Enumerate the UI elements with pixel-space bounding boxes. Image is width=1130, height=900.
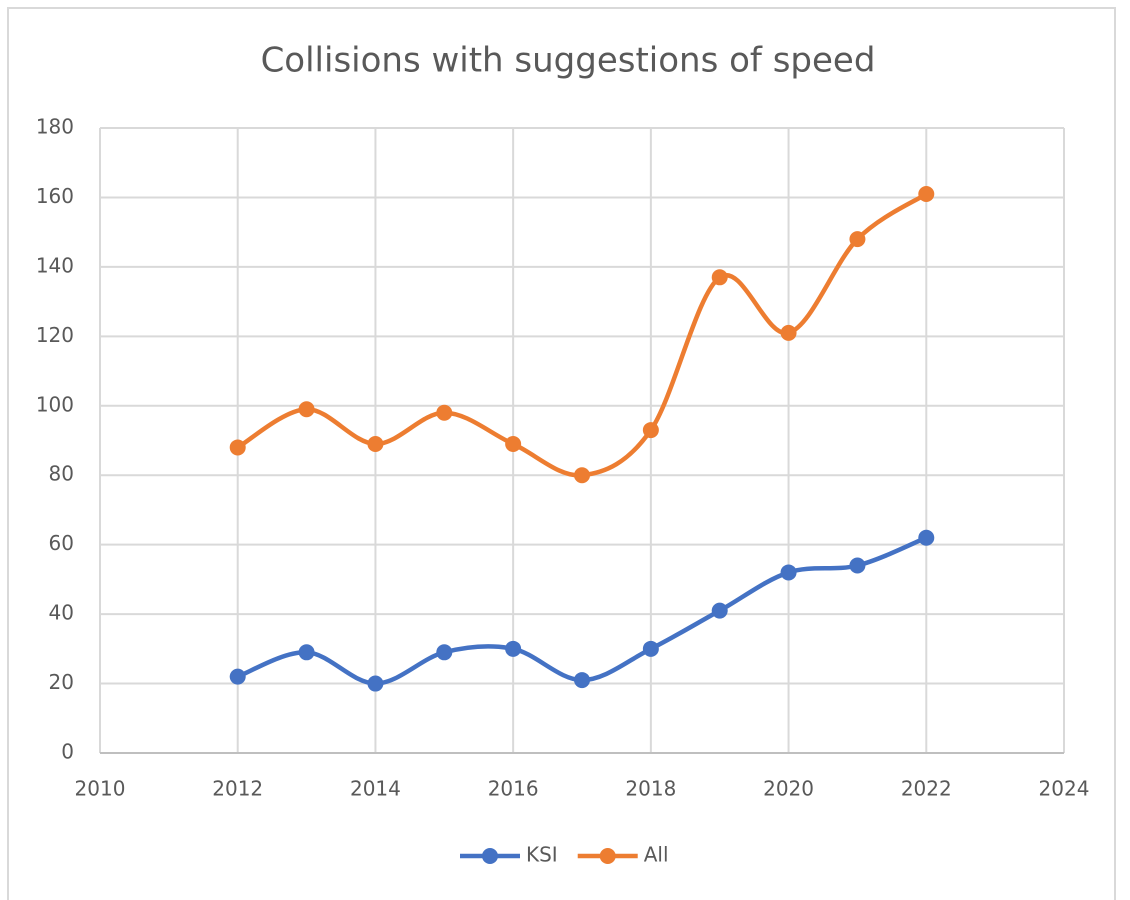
data-point bbox=[711, 602, 728, 619]
x-tick-label: 2022 bbox=[901, 777, 952, 801]
data-point bbox=[849, 231, 866, 248]
data-point bbox=[780, 564, 797, 581]
data-point bbox=[711, 269, 728, 286]
y-tick-label: 120 bbox=[36, 323, 74, 347]
y-tick-label: 80 bbox=[49, 462, 74, 486]
y-tick-label: 40 bbox=[49, 601, 74, 625]
x-tick-label: 2018 bbox=[625, 777, 676, 801]
data-point bbox=[436, 404, 453, 421]
y-tick-label: 160 bbox=[36, 184, 74, 208]
data-point bbox=[229, 439, 246, 456]
series-line bbox=[236, 192, 928, 478]
legend-marker bbox=[482, 848, 498, 864]
data-point bbox=[918, 529, 935, 546]
y-tick-label: 20 bbox=[49, 670, 74, 694]
y-tick-label: 180 bbox=[36, 115, 74, 139]
x-tick-label: 2016 bbox=[488, 777, 539, 801]
y-tick-label: 140 bbox=[36, 253, 74, 277]
x-tick-label: 2010 bbox=[75, 777, 126, 801]
x-tick-label: 2012 bbox=[212, 777, 263, 801]
data-point bbox=[849, 557, 866, 574]
data-point bbox=[574, 672, 590, 689]
data-point bbox=[642, 640, 659, 657]
legend-marker bbox=[599, 848, 616, 864]
data-point bbox=[367, 435, 384, 452]
data-point bbox=[298, 644, 315, 661]
data-point bbox=[298, 401, 315, 418]
data-point bbox=[642, 422, 659, 439]
data-point bbox=[229, 668, 246, 685]
data-point bbox=[505, 640, 522, 657]
x-tick-label: 2020 bbox=[763, 777, 814, 801]
legend-label: All bbox=[644, 843, 669, 867]
chart-title: Collisions with suggestions of speed bbox=[261, 41, 876, 81]
data-point bbox=[574, 467, 590, 484]
y-tick-label: 0 bbox=[61, 740, 74, 764]
y-tick-label: 60 bbox=[49, 531, 74, 555]
x-tick-label: 2024 bbox=[1039, 777, 1090, 801]
x-tick-label: 2014 bbox=[350, 777, 401, 801]
legend-label: KSI bbox=[526, 843, 558, 867]
data-point bbox=[367, 675, 384, 692]
chart-frame bbox=[7, 7, 1116, 900]
data-point bbox=[780, 324, 797, 341]
y-tick-label: 100 bbox=[36, 392, 74, 416]
data-point bbox=[436, 644, 453, 661]
data-point bbox=[505, 435, 522, 452]
data-point bbox=[918, 185, 935, 202]
